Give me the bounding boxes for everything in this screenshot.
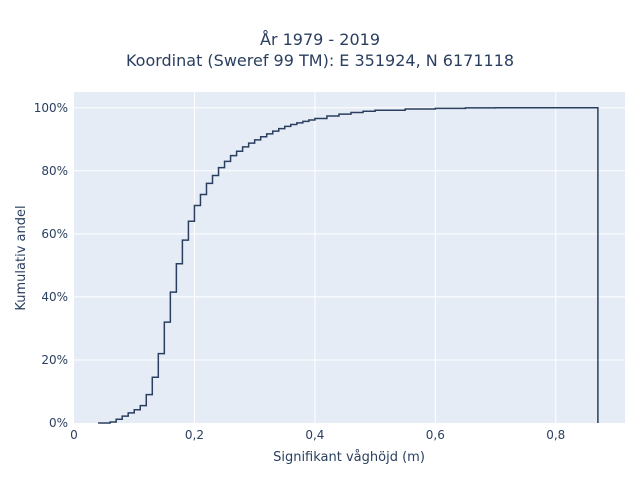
y-tick-label: 0%: [49, 416, 68, 430]
series-line: [98, 107, 599, 424]
x-tick-label: 0: [70, 428, 78, 442]
y-tick-label: 100%: [34, 101, 68, 115]
y-tick-labels: 0% 20% 40% 60% 80% 100%: [34, 101, 68, 430]
chart-subtitle: Koordinat (Sweref 99 TM): E 351924, N 61…: [125, 51, 515, 70]
x-tick-label: 0,6: [426, 428, 445, 442]
y-tick-label: 80%: [41, 164, 68, 178]
plot-background: [74, 92, 625, 423]
grid-lines: [74, 92, 625, 423]
x-tick-label: 0,4: [305, 428, 324, 442]
x-axis-label: Signifikant våghöjd (m): [273, 450, 425, 465]
y-tick-label: 40%: [41, 290, 68, 304]
y-tick-label: 20%: [41, 353, 68, 367]
y-tick-label: 60%: [41, 227, 68, 241]
y-axis-label: Kumulativ andel: [14, 205, 29, 310]
chart-title: År 1979 - 2019: [260, 30, 380, 49]
x-tick-label: 0,2: [185, 428, 204, 442]
data-series: [98, 107, 599, 424]
x-tick-label: 0,8: [546, 428, 565, 442]
x-tick-labels: 0 0,2 0,4 0,6 0,8: [70, 428, 565, 442]
